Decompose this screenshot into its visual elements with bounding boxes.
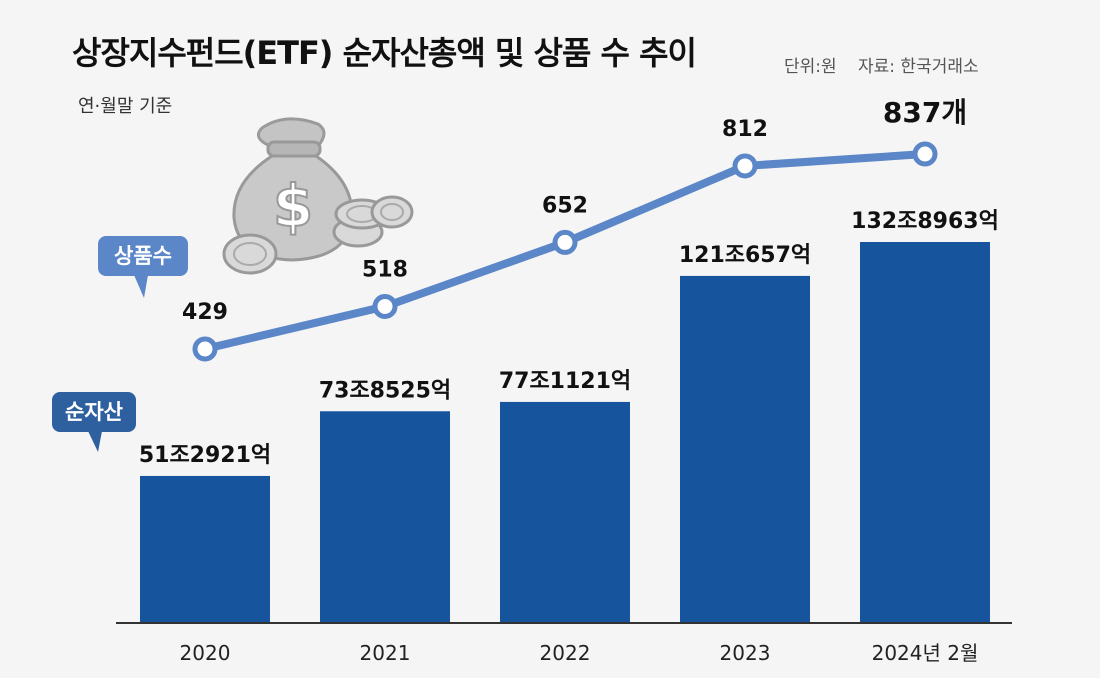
- bar-2024년 2월: [860, 242, 990, 623]
- bar-2021: [320, 411, 450, 623]
- source-note: 자료: 한국거래소: [858, 57, 979, 77]
- count-point: [552, 229, 578, 255]
- chart-title: 상장지수펀드(ETF) 순자산총액 및 상품 수 추이: [72, 34, 697, 72]
- basis-note: 연·월말 기준: [78, 96, 173, 117]
- svg-text:$: $: [273, 172, 313, 240]
- count-value-label: 812: [722, 117, 768, 142]
- bar-2023: [680, 275, 810, 623]
- x-tick-label: 2021: [360, 641, 411, 665]
- bar-value-label: 73조8525억: [319, 378, 451, 403]
- assets-badge: 순자산: [52, 392, 136, 452]
- count-value-label: 518: [362, 257, 408, 282]
- count-point: [192, 336, 218, 362]
- count-value-label: 429: [182, 300, 228, 325]
- bar-2020: [140, 475, 270, 623]
- bar-value-label: 77조1121억: [499, 369, 631, 394]
- bar-value-label: 51조2921억: [139, 443, 271, 468]
- count-point: [732, 153, 758, 179]
- bar-2022: [500, 401, 630, 623]
- assets-badge-label: 순자산: [65, 400, 123, 424]
- x-tick-label: 2020: [180, 641, 231, 665]
- count-point: [372, 293, 398, 319]
- x-tick-label: 2022: [540, 641, 591, 665]
- bar-value-label: 121조657억: [679, 243, 811, 268]
- count-point: [912, 141, 938, 167]
- count-value-label: 652: [542, 193, 588, 218]
- count-value-label: 837개: [883, 96, 967, 129]
- x-tick-label: 2024년 2월: [872, 641, 979, 665]
- x-tick-label: 2023: [720, 641, 771, 665]
- unit-note: 단위:원: [784, 57, 837, 77]
- money-bag-icon: $: [232, 117, 354, 262]
- bar-value-label: 132조8963억: [851, 209, 999, 234]
- count-badge-label: 상품수: [114, 244, 172, 268]
- count-badge: 상품수: [98, 236, 188, 298]
- coin-icon: [222, 195, 414, 275]
